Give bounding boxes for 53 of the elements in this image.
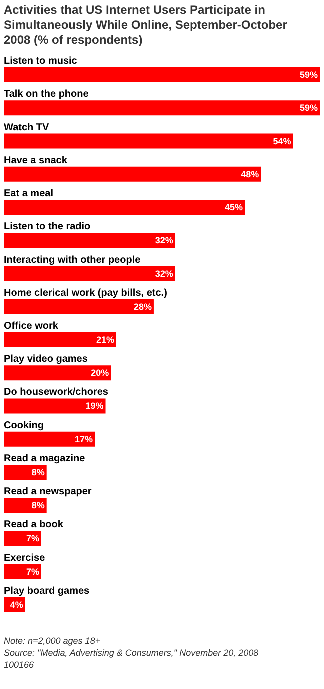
bar bbox=[4, 134, 294, 149]
y-tick-label: Eat a meal bbox=[4, 188, 54, 200]
bar bbox=[4, 299, 154, 314]
data-label: 7% bbox=[26, 534, 40, 544]
y-tick-label: Home clerical work (pay bills, etc.) bbox=[4, 288, 168, 299]
data-label: 48% bbox=[241, 169, 260, 180]
data-label: 28% bbox=[134, 302, 152, 312]
y-tick-label: Read a newspaper bbox=[4, 486, 92, 498]
text: Note: n=2,000 ages 18+ bbox=[4, 636, 101, 646]
y-tick-label: Play video games bbox=[4, 354, 88, 366]
y-tick-label: Exercise bbox=[4, 552, 46, 564]
data-label: 32% bbox=[155, 268, 174, 279]
bar bbox=[4, 68, 320, 82]
bar bbox=[4, 498, 47, 514]
data-label: 17% bbox=[75, 434, 94, 444]
data-label: 32% bbox=[155, 236, 174, 246]
data-label: 21% bbox=[96, 335, 114, 345]
y-tick-label: Have a snack bbox=[4, 155, 68, 166]
bar bbox=[4, 398, 106, 414]
y-tick-label: Watch TV bbox=[4, 122, 50, 134]
bar bbox=[4, 100, 320, 116]
bar bbox=[4, 233, 176, 248]
y-tick-label: Read a magazine bbox=[4, 453, 86, 464]
y-tick-label: Office work bbox=[4, 321, 59, 332]
y-tick-label: Listen to music bbox=[4, 56, 78, 68]
data-label: 45% bbox=[225, 202, 244, 213]
data-label: 59% bbox=[300, 103, 318, 114]
bar bbox=[4, 200, 246, 215]
y-tick-label: Do housework/chores bbox=[4, 387, 109, 398]
data-label: 19% bbox=[86, 401, 104, 412]
data-label: 8% bbox=[32, 500, 45, 511]
y-tick-label: Play board games bbox=[4, 586, 90, 597]
bar bbox=[4, 332, 116, 348]
bar bbox=[4, 564, 42, 580]
y-tick-label: Cooking bbox=[4, 420, 44, 432]
bar bbox=[4, 465, 47, 480]
bar bbox=[4, 366, 112, 381]
y-tick-label: Talk on the phone bbox=[4, 89, 90, 100]
data-label: 59% bbox=[300, 70, 318, 80]
source-note: Source: "Media, Advertising & Consumers," November 20, 2008 bbox=[4, 648, 259, 658]
bar bbox=[4, 432, 96, 447]
data-label: 7% bbox=[26, 566, 40, 577]
y-tick-label: Interacting with other people bbox=[4, 254, 142, 266]
bar bbox=[4, 166, 262, 182]
data-label: 8% bbox=[32, 467, 45, 478]
y-tick-label: Listen to the radio bbox=[4, 222, 91, 233]
data-label: 54% bbox=[273, 136, 292, 146]
chart-title: Activities that US Internet Users Participate in Simultaneously While Online, September-October 2008 (% of respondents) bbox=[4, 3, 288, 47]
bar bbox=[4, 266, 176, 282]
data-label: 20% bbox=[91, 368, 110, 378]
text: 100166 bbox=[4, 660, 34, 670]
y-tick-label: Read a book bbox=[4, 520, 64, 531]
data-label: 4% bbox=[10, 600, 24, 610]
